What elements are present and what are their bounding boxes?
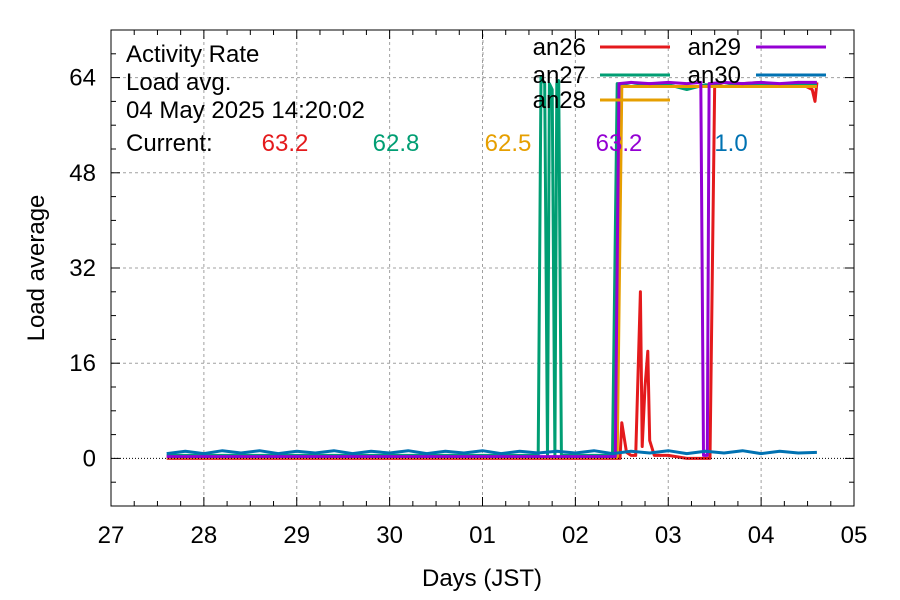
y-tick-label: 64 [69,65,96,92]
y-tick-label: 48 [69,160,96,187]
x-tick-label: 27 [98,522,125,549]
current-value-an29: 63.2 [596,130,643,157]
x-tick-label: 02 [562,522,589,549]
legend-label-an30: an30 [688,62,741,89]
current-label: Current: [126,130,213,157]
axis-ticks: 27 28 29 30 01 02 03 04 05 0 16 32 48 64 [69,29,868,549]
y-tick-label: 0 [83,445,96,472]
chart-timestamp: 04 May 2025 14:20:02 [126,97,365,124]
legend-label-an26: an26 [533,34,586,61]
y-tick-label: 32 [69,255,96,282]
current-value-an27: 62.8 [373,130,420,157]
current-values: 63.2 62.8 62.5 63.2 1.0 [262,130,748,157]
x-axis-label: Days (JST) [422,565,542,592]
current-value-an30: 1.0 [714,130,747,157]
grid-lines [111,30,854,506]
chart-subtitle: Load avg. [126,69,231,96]
x-tick-label: 28 [191,522,218,549]
y-axis-label: Load average [23,195,50,342]
x-tick-label: 04 [748,522,775,549]
legend-label-an28: an28 [533,87,586,114]
legend-label-an27: an27 [533,62,586,89]
x-tick-label: 01 [469,522,496,549]
x-tick-label: 03 [655,522,682,549]
x-tick-label: 30 [376,522,403,549]
series-lines [166,76,819,460]
y-tick-label: 16 [69,350,96,377]
x-tick-label: 05 [841,522,868,549]
current-value-an28: 62.5 [485,130,532,157]
x-tick-label: 29 [283,522,310,549]
series-line-an30 [166,449,817,456]
series-line-an29 [166,80,817,459]
legend-label-an29: an29 [688,34,741,61]
current-value-an26: 63.2 [262,130,309,157]
chart-title: Activity Rate [126,41,259,68]
